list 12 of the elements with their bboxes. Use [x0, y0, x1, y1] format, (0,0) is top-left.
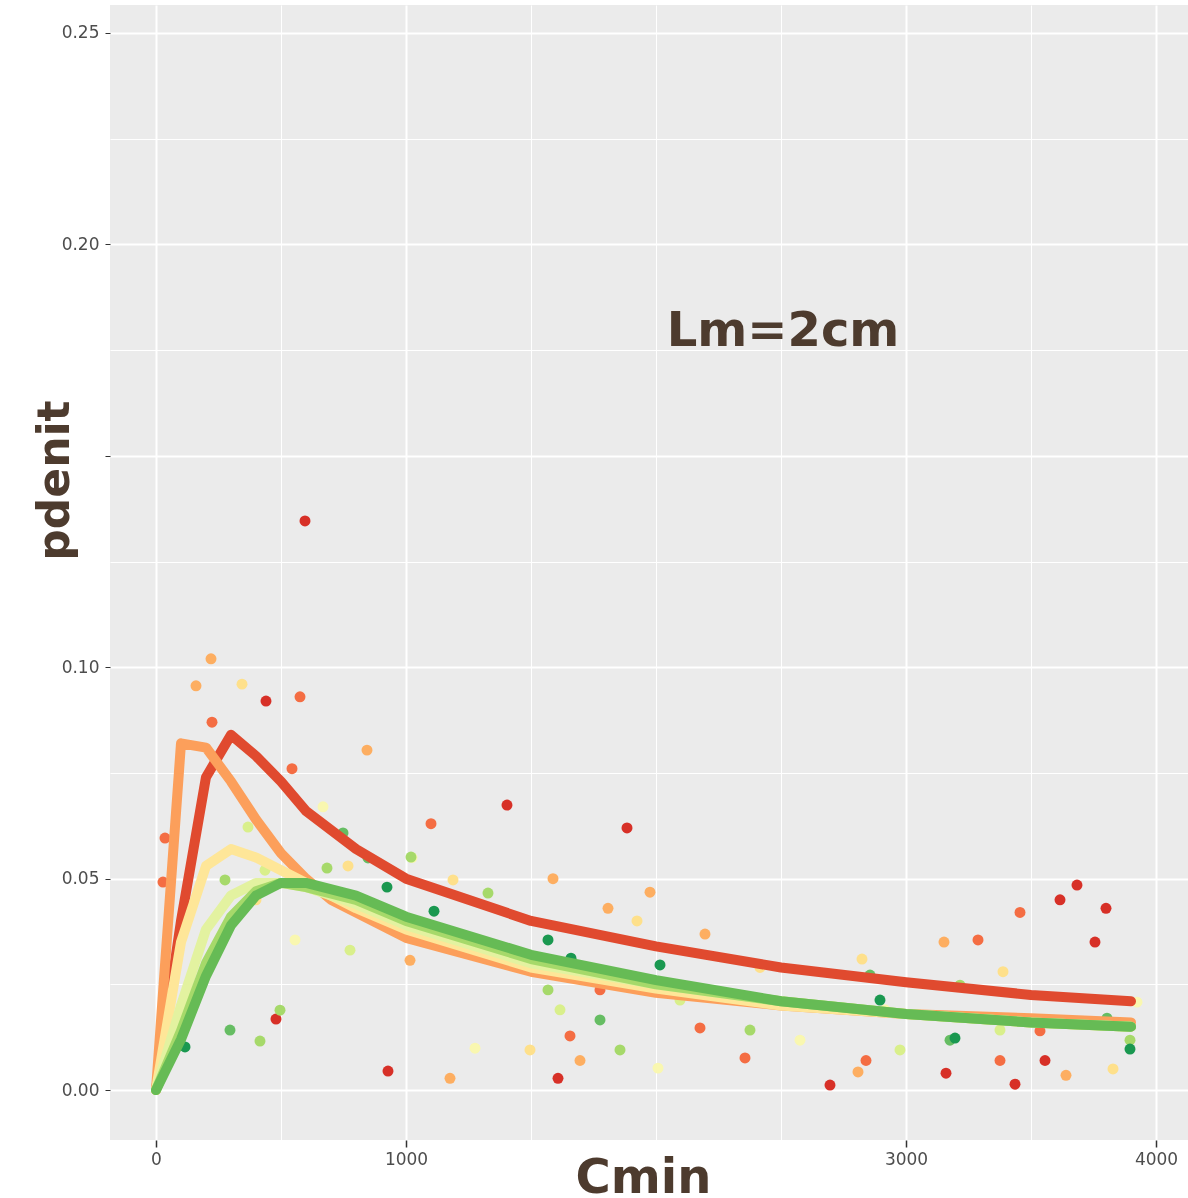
x-tick-label: 4000: [1134, 1148, 1179, 1169]
y-tick-label: 0.10: [61, 656, 100, 677]
annotation: Lm=2cm: [666, 301, 900, 357]
x-axis-title: Cmin: [575, 1147, 712, 1198]
x-tick-label: 1000: [384, 1148, 429, 1169]
y-tick-label: 0.00: [61, 1079, 100, 1100]
x-tick-label: 3000: [884, 1148, 929, 1169]
x-tick-label: 0: [151, 1148, 162, 1169]
y-axis-title: pdenit: [27, 400, 79, 561]
y-tick-label: 0.05: [61, 868, 100, 889]
y-tick-label: 0.20: [61, 233, 100, 254]
y-tick-label: 0.25: [61, 22, 100, 43]
